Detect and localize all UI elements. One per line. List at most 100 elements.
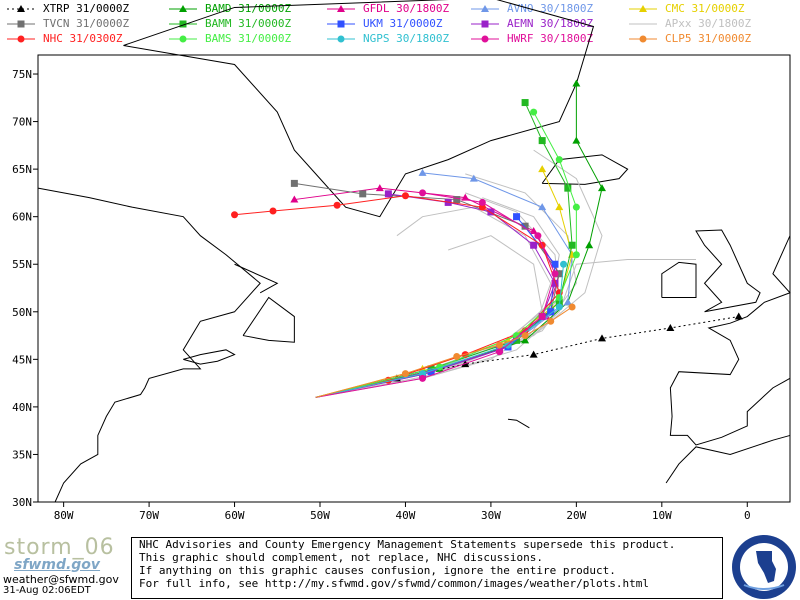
x-tick-label: 40W [396, 509, 416, 522]
track-point [538, 165, 547, 173]
track-point [419, 374, 427, 382]
legend-marker [337, 20, 345, 28]
contact-email[interactable]: weather@sfwmd.gov [3, 573, 119, 586]
track-ngps [315, 260, 568, 398]
track-point [572, 251, 580, 259]
track-point [538, 137, 546, 145]
track-clp5 [315, 303, 576, 398]
legend-label: HWRF 30/1800Z [507, 32, 594, 45]
track-point [572, 79, 581, 87]
track-point [401, 370, 409, 378]
legend-label: UKM 31/0000Z [363, 17, 443, 30]
track-point [534, 232, 542, 240]
legend-label: BAMD 31/0000Z [205, 2, 292, 15]
x-tick-label: 60W [225, 509, 245, 522]
track-point [547, 317, 555, 325]
track-point [513, 213, 521, 221]
coastline [665, 434, 791, 484]
plot-frame [37, 54, 791, 503]
y-tick-label: 55N [12, 258, 32, 271]
legend-label: APxx 30/1800Z [665, 17, 752, 30]
legend-swatch [169, 20, 197, 28]
track-point [538, 313, 546, 321]
y-tick-label: 30N [12, 496, 32, 509]
track-point [495, 348, 503, 356]
legend-marker [179, 5, 187, 12]
track-point [521, 332, 529, 340]
x-tick-label: 10W [652, 509, 672, 522]
legend-swatch [629, 23, 657, 25]
disclaimer-line: This graphic should complement, not repl… [139, 551, 543, 564]
track-line [315, 173, 577, 398]
track-point [375, 184, 384, 192]
track-point [478, 198, 486, 206]
x-tick-label: 80W [54, 509, 74, 522]
legend-marker [337, 5, 345, 12]
track-bams [315, 108, 580, 398]
legend-marker [337, 35, 345, 43]
y-tick-label: 60N [12, 211, 32, 224]
legend-marker [481, 35, 489, 43]
track-point [487, 208, 495, 216]
track-point [551, 260, 559, 268]
track-apxx [315, 258, 696, 398]
disclaimer-line: NHC Advisories and County Emergency Mana… [139, 538, 676, 551]
track-hwrf [315, 189, 559, 398]
coastline [37, 187, 261, 503]
legend-swatch [169, 5, 197, 12]
coastline [242, 296, 295, 343]
track-point [418, 168, 427, 176]
legend-label: CLP5 31/0000Z [665, 32, 752, 45]
track-point [231, 211, 239, 219]
coastline [183, 349, 236, 365]
track-point [666, 323, 675, 331]
disclaimer-line: If anything on this graphic causes confu… [139, 564, 616, 577]
legend-swatch [471, 5, 499, 12]
legend-swatch [471, 35, 499, 43]
track-point [469, 174, 478, 182]
brand-link[interactable]: sfwmd.gov [14, 557, 101, 573]
disclaimer-box: NHC Advisories and County Emergency Mana… [131, 537, 723, 599]
track-point [384, 190, 392, 198]
legend-swatch [7, 20, 35, 28]
track-point [529, 350, 538, 358]
legend-label: CMC 31/0000Z [665, 2, 745, 15]
legend-marker [17, 35, 25, 43]
track-line [315, 83, 603, 398]
track-chart: 80W 70W 60W 50W 40W 30W 20W 10W 0 30N 35N 40N 45N 50N… [12, 0, 791, 522]
x-tick-label: 0 [744, 509, 751, 522]
track-point [560, 260, 568, 268]
wave-icon [743, 584, 785, 590]
track-line [315, 258, 696, 398]
track-point [568, 303, 576, 311]
track-point [333, 201, 341, 209]
track-line [315, 192, 556, 398]
track-apxx [315, 149, 603, 398]
track-line [315, 111, 577, 398]
legend-marker [481, 5, 489, 12]
track-point [530, 108, 538, 116]
track-point [598, 334, 606, 342]
legend-label: NGPS 30/1800Z [363, 32, 450, 45]
legend-swatch [629, 35, 657, 43]
track-point [269, 207, 277, 215]
coastline [234, 263, 279, 294]
track-point [555, 270, 563, 278]
track-point [551, 279, 559, 287]
track-apxx [315, 173, 577, 398]
track-point [572, 136, 581, 144]
y-tick-label: 65N [12, 163, 32, 176]
model-tracks [231, 79, 743, 398]
track-point [734, 312, 743, 320]
track-point [551, 270, 559, 278]
track-point [359, 190, 367, 198]
track-point [572, 203, 580, 211]
track-point [555, 156, 563, 164]
track-point [521, 99, 529, 107]
track-point [568, 241, 576, 249]
disclaimer-line[interactable]: For full info, see http://my.sfwmd.gov/s… [139, 577, 649, 590]
track-point [495, 341, 503, 349]
legend-label: NHC 31/0300Z [43, 32, 123, 45]
coastline [123, 0, 595, 218]
legend-label: GFDL 30/1800Z [363, 2, 450, 15]
